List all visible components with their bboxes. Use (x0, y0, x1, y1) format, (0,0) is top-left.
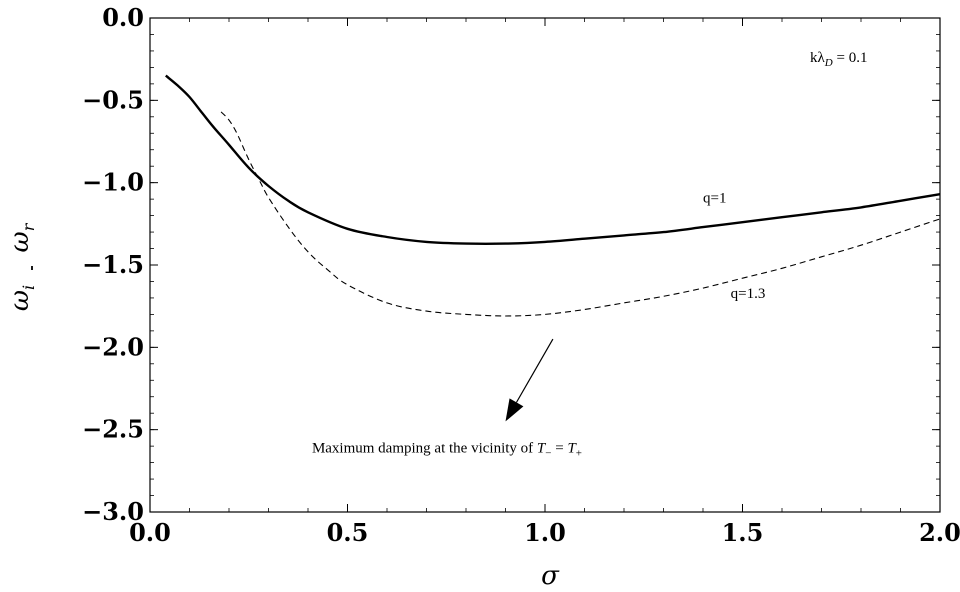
y-axis-title-denominator: ωr (5, 222, 38, 252)
y-tick-label: 0.0 (102, 3, 144, 32)
y-axis-title-numerator: ωi (5, 285, 38, 311)
parameter-label: kλD = 0.1 (810, 50, 867, 69)
axis-ticks: 0.0 0.5 1.0 1.5 2.0 0.0 −0.5 −1.0 −1.5 −2.0 −2.5 −3… (82, 3, 960, 547)
arrow-shaft (515, 338, 554, 403)
annotation-arrow (505, 338, 554, 422)
plot-frame (149, 17, 941, 513)
series-line-q1-3 (220, 111, 941, 317)
arrow-head (505, 398, 524, 422)
x-tick-label: 1.0 (524, 518, 566, 547)
y-tick-label: −1.5 (82, 250, 144, 279)
x-tick-label: 0.5 (327, 518, 369, 547)
y-tick-label: −3.0 (82, 497, 144, 526)
y-axis-title: ωi ωr (5, 222, 38, 311)
x-tick-label: 0.0 (129, 518, 171, 547)
y-tick-label: −0.5 (82, 85, 144, 114)
x-tick-label: 1.5 (722, 518, 764, 547)
y-tick-label: −2.5 (82, 415, 144, 444)
x-tick-label: 2.0 (919, 518, 960, 547)
series-layer (165, 74, 941, 317)
plot-frame-rect (149, 17, 941, 513)
annotation-note: Maximum damping at the vicinity of T− = … (312, 441, 582, 460)
series-label-q1: q=1 (703, 190, 726, 206)
x-axis-title: σ (541, 561, 560, 591)
y-tick-label: −1.0 (82, 168, 144, 197)
series-line-q1 (165, 74, 941, 246)
series-label-q1-3: q=1.3 (731, 286, 766, 302)
y-tick-label: −2.0 (82, 332, 144, 361)
